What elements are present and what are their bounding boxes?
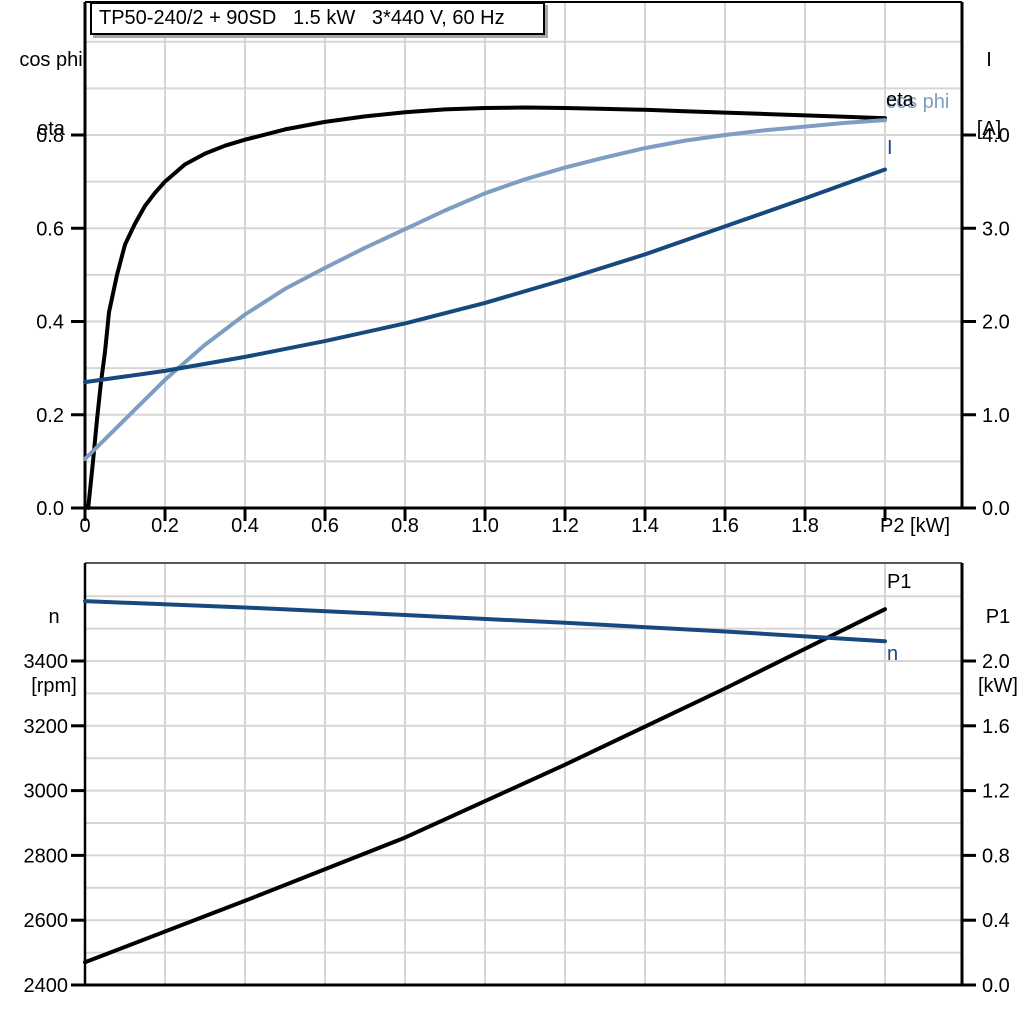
axis-title-p1: P1 [985, 606, 1011, 628]
curve-P1 [83, 607, 887, 965]
y-tick-label-right: 4.0 [982, 125, 1010, 147]
y-tick-label-right: 3.0 [982, 218, 1010, 240]
y-tick-label-right: 0.8 [982, 845, 1010, 867]
x-tick-label: 0.6 [311, 515, 339, 537]
x-axis-label: P2 [kW] [880, 515, 950, 537]
y-tick-label-right: 0.4 [982, 910, 1010, 932]
x-tick-label: 1.8 [791, 515, 819, 537]
y-tick-label-left: 0.6 [36, 218, 64, 240]
y-tick-label-left: 2400 [24, 975, 69, 997]
axis-title-eta: eta [37, 118, 65, 140]
top-left-axis-title: cos phi eta [8, 3, 94, 187]
y-tick-label-left: 3000 [24, 781, 69, 803]
y-tick-label-left: 0.0 [36, 498, 64, 520]
x-tick-label: 1.2 [551, 515, 579, 537]
x-tick-label: 1.4 [631, 515, 659, 537]
axis-title-p1-unit: [kW] [978, 675, 1018, 697]
y-tick-label-right: 1.0 [982, 405, 1010, 427]
axis-title-i: I [986, 49, 992, 71]
top-right-axis-title: I [A] [960, 3, 1018, 187]
x-tick-label: 0.4 [231, 515, 259, 537]
curve-label-cos-phi: cos phi [886, 91, 950, 113]
y-tick-label-left: 3200 [24, 716, 69, 738]
y-tick-label-left: 2800 [24, 845, 69, 867]
y-tick-label-left: 0.8 [36, 125, 64, 147]
curve-n [83, 599, 887, 644]
x-tick-label: 0 [79, 515, 90, 537]
axis-title-n: n [48, 606, 60, 628]
axis-title-n-unit: [rpm] [31, 675, 77, 697]
x-tick-label: 0.2 [151, 515, 179, 537]
curve-eta [86, 105, 887, 510]
axis-title-i-unit: [A] [976, 118, 1002, 140]
y-tick-label-right: 2.0 [982, 651, 1010, 673]
y-tick-label-left: 0.4 [36, 312, 64, 334]
y-tick-label-right: 0.0 [982, 975, 1010, 997]
curve-label-eta: eta [886, 89, 914, 111]
curve-cos-phi [83, 118, 887, 461]
bottom-left-axis-title: n [rpm] [21, 560, 87, 744]
y-tick-label-left: 3400 [24, 651, 69, 673]
x-tick-label: 1.0 [471, 515, 499, 537]
y-tick-label-right: 1.6 [982, 716, 1010, 738]
y-tick-label-right: 1.2 [982, 781, 1010, 803]
curve-label-i: I [887, 137, 893, 159]
y-tick-label-left: 0.2 [36, 405, 64, 427]
x-tick-label: 1.6 [711, 515, 739, 537]
y-tick-label-right: 2.0 [982, 312, 1010, 334]
chart-title-box: TP50-240/2 + 90SD 1.5 kW 3*440 V, 60 Hz [90, 2, 545, 35]
y-tick-label-right: 0.0 [982, 498, 1010, 520]
x-tick-label: 0.8 [391, 515, 419, 537]
curve-label-p1: P1 [887, 571, 912, 593]
bottom-right-axis-title: P1 [kW] [967, 560, 1024, 744]
y-tick-label-left: 2600 [24, 910, 69, 932]
curve-label-n: n [887, 643, 899, 665]
curve-I [83, 167, 887, 385]
axis-title-cos-phi: cos phi [19, 49, 83, 71]
